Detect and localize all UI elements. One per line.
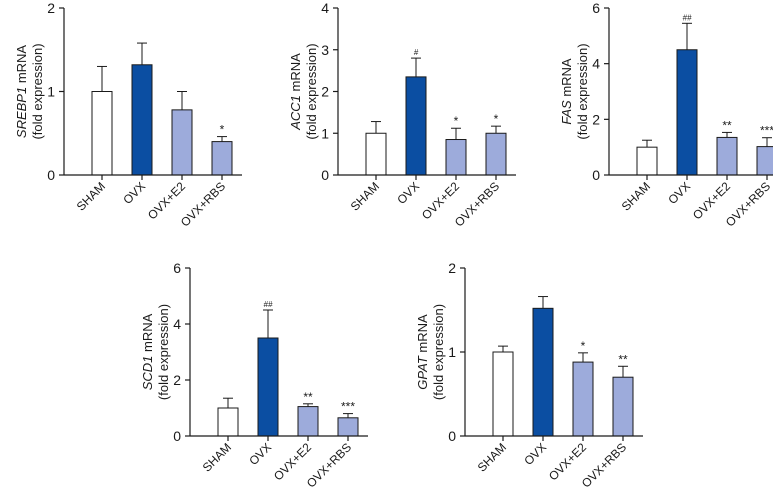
y-tick-label: 4 xyxy=(321,0,329,16)
y-tick-label: 2 xyxy=(47,0,55,16)
y-axis-label: SCD1 mRNA xyxy=(140,313,155,390)
x-tick-label: SHAM xyxy=(475,440,509,474)
y-tick-label: 6 xyxy=(173,260,181,276)
y-axis-label-line2: (fold expression) xyxy=(156,304,171,400)
bar-ovx-rbs xyxy=(612,376,634,437)
y-tick-label: 3 xyxy=(321,42,329,58)
significance-mark: # xyxy=(414,48,419,57)
x-tick-label: SHAM xyxy=(74,179,108,213)
bar-ovx-e2 xyxy=(572,361,594,437)
bar-ovx-rbs xyxy=(211,141,233,176)
y-axis-label-line2: (fold expression) xyxy=(304,43,319,139)
x-tick-label: OVX xyxy=(120,179,148,207)
y-axis-label-unit: mRNA xyxy=(415,314,430,356)
bar-sham xyxy=(365,132,387,176)
bar-ovx xyxy=(405,76,427,176)
x-tick-label: SHAM xyxy=(348,179,382,213)
x-tick-label: OVX xyxy=(246,440,274,468)
y-tick-label: 1 xyxy=(321,125,329,141)
bar-ovx-rbs xyxy=(337,417,359,437)
y-axis-label-unit: mRNA xyxy=(140,313,155,355)
y-tick-label: 6 xyxy=(592,0,600,16)
y-tick-label: 2 xyxy=(448,260,456,276)
y-tick-label: 2 xyxy=(592,111,600,127)
significance-mark: *** xyxy=(341,400,355,414)
x-tick-label: SHAM xyxy=(619,179,653,213)
y-tick-label: 0 xyxy=(448,428,456,444)
significance-mark: ** xyxy=(618,352,628,366)
bar-sham xyxy=(217,407,239,437)
gene-name: SCD1 xyxy=(140,356,155,391)
y-tick-label: 2 xyxy=(321,84,329,100)
significance-mark: *** xyxy=(760,124,773,138)
y-axis-label: SREBP1 mRNA xyxy=(14,45,29,139)
y-axis-label-line2: (fold expression) xyxy=(431,304,446,400)
x-tick-label: OVX xyxy=(521,440,549,468)
y-tick-label: 0 xyxy=(592,167,600,183)
bar-sham xyxy=(636,146,658,176)
bar-ovx-e2 xyxy=(445,139,467,176)
gene-name: FAS xyxy=(559,100,574,125)
y-axis-label: FAS mRNA xyxy=(559,58,574,125)
y-axis-label-line2: (fold expression) xyxy=(30,43,45,139)
bar-sham xyxy=(492,351,514,437)
y-tick-label: 0 xyxy=(321,167,329,183)
bar-ovx xyxy=(532,307,554,437)
significance-mark: ** xyxy=(303,390,313,404)
y-axis-label: ACC1 mRNA xyxy=(288,53,303,131)
y-tick-label: 0 xyxy=(173,428,181,444)
y-axis-label-unit: mRNA xyxy=(14,45,29,87)
bar-ovx-e2 xyxy=(297,406,319,437)
y-tick-label: 4 xyxy=(173,316,181,332)
bar-sham xyxy=(91,91,113,176)
bar-ovx-rbs xyxy=(756,146,773,176)
y-tick-label: 1 xyxy=(47,84,55,100)
y-tick-label: 1 xyxy=(448,344,456,360)
significance-mark: ** xyxy=(722,118,732,132)
significance-mark: ## xyxy=(683,13,692,22)
x-tick-label: OVX xyxy=(394,179,422,207)
gene-name: GPAT xyxy=(415,355,430,390)
y-tick-label: 4 xyxy=(592,56,600,72)
y-axis-label-unit: mRNA xyxy=(559,58,574,100)
y-axis-label: GPAT mRNA xyxy=(415,314,430,390)
bar-ovx-rbs xyxy=(485,132,507,176)
bar-ovx-e2 xyxy=(171,109,193,176)
bar-ovx xyxy=(676,49,698,176)
y-tick-label: 0 xyxy=(47,167,55,183)
significance-mark: * xyxy=(454,114,459,128)
x-tick-label: SHAM xyxy=(200,440,234,474)
gene-name: ACC1 xyxy=(288,95,303,131)
y-axis-label-unit: mRNA xyxy=(288,53,303,95)
significance-mark: * xyxy=(494,112,499,126)
x-tick-label: OVX xyxy=(665,179,693,207)
gene-name: SREBP1 xyxy=(14,87,29,138)
bar-ovx xyxy=(131,64,153,176)
significance-mark: ## xyxy=(264,300,273,309)
bar-ovx xyxy=(257,337,279,437)
bar-ovx-e2 xyxy=(716,136,738,176)
y-tick-label: 2 xyxy=(173,372,181,388)
significance-mark: * xyxy=(581,339,586,353)
significance-mark: * xyxy=(220,123,225,137)
y-axis-label-line2: (fold expression) xyxy=(575,43,590,139)
